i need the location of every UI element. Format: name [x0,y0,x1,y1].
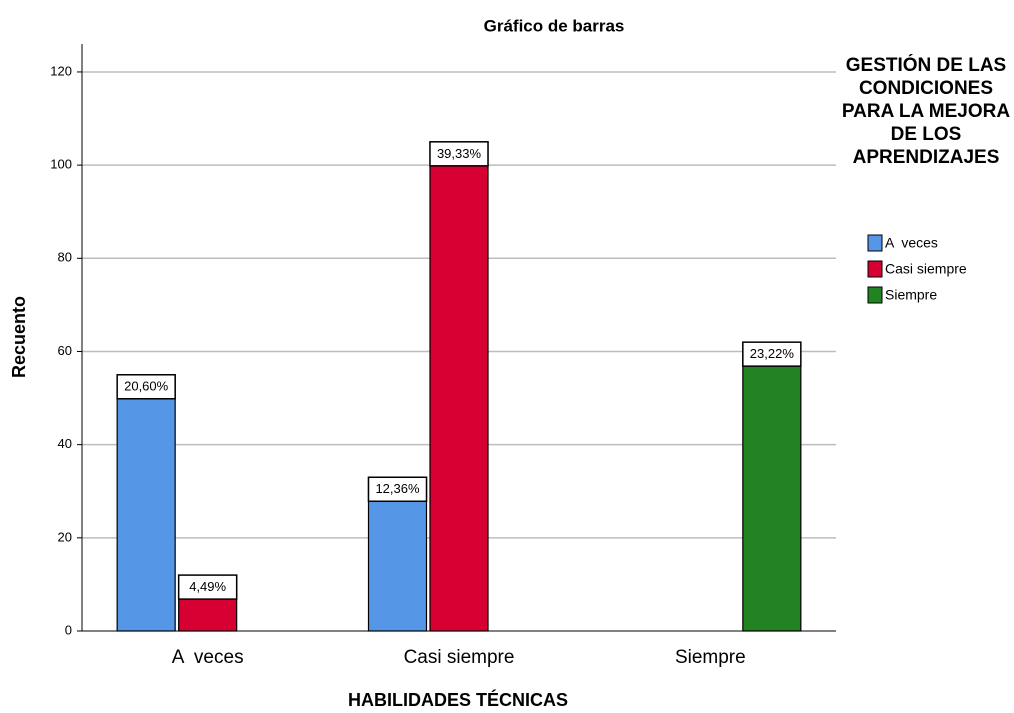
legend-label: Siempre [885,287,937,303]
y-tick-label: 20 [58,529,72,544]
bar [367,476,428,632]
data-label: 39,33% [437,146,482,161]
data-label: 4,49% [189,579,226,594]
legend-label: A veces [885,235,938,251]
x-tick-label: A veces [172,647,244,668]
x-axis-label: HABILIDADES TÉCNICAS [348,689,568,710]
y-tick-label: 0 [65,622,72,637]
data-label: 20,60% [124,379,169,394]
y-tick-label: 100 [50,157,72,172]
bar [116,374,176,632]
data-label-box [177,574,238,600]
bar [429,141,489,632]
data-label-box [429,141,489,167]
y-tick-label: 60 [58,343,72,358]
chart-title: Gráfico de barras [484,16,625,35]
data-label-box [367,476,428,503]
legend-swatch [867,286,883,304]
data-label: 23,22% [750,346,795,361]
bar [742,341,802,632]
legend-label: Casi siempre [885,261,967,277]
legend-title: GESTIÓN DE LAS CONDICIONES PARA LA MEJOR… [841,55,1011,168]
y-tick-label: 40 [58,436,72,451]
legend-title-box: GESTIÓN DE LAS CONDICIONES PARA LA MEJOR… [841,55,1011,168]
data-label-box [742,341,802,367]
legend-swatch [867,234,883,252]
data-label-box [116,374,176,400]
legend-swatch [867,260,883,278]
data-label: 12,36% [375,481,420,496]
y-tick-label: 120 [50,63,72,78]
y-tick-label: 80 [58,250,72,265]
x-tick-label: Casi siempre [404,647,515,668]
x-tick-label: Siempre [675,647,746,668]
y-axis-label: Recuento [9,296,29,378]
